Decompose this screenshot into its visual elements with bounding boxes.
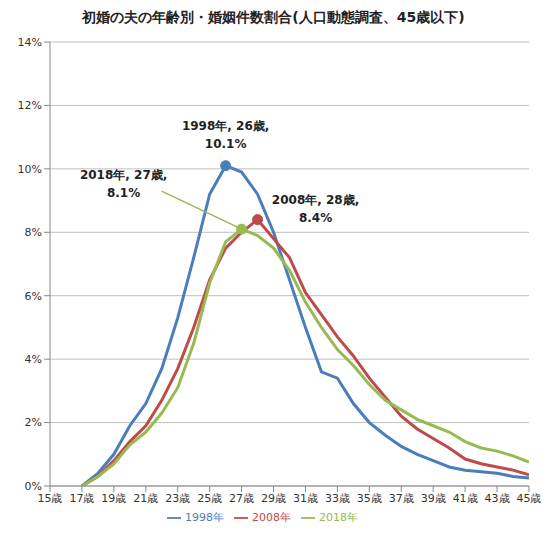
svg-text:6%: 6% [25, 290, 42, 303]
svg-text:1998年, 26歳,: 1998年, 26歳, [182, 119, 269, 133]
svg-text:33歳: 33歳 [325, 492, 350, 505]
svg-text:12%: 12% [18, 99, 42, 112]
svg-text:8.1%: 8.1% [107, 186, 140, 200]
html-text:初婚の夫の年齢別・婚姻件数割合(人口動態調査、45歳以下): 初婚の夫の年齢別・婚姻件数割合(人口動態調査、45歳以下) [82, 9, 465, 25]
html-text:1998年: 1998年 [185, 511, 224, 524]
html-text:2018年: 2018年 [319, 511, 358, 524]
svg-text:8%: 8% [25, 226, 42, 239]
svg-text:2018年, 27歳,: 2018年, 27歳, [80, 168, 167, 182]
svg-text:2%: 2% [25, 416, 42, 429]
svg-text:23歳: 23歳 [165, 492, 190, 505]
svg-text:10%: 10% [18, 163, 42, 176]
svg-text:35歳: 35歳 [357, 492, 382, 505]
svg-text:4%: 4% [25, 353, 42, 366]
svg-text:15歳: 15歳 [38, 492, 63, 505]
svg-text:8.4%: 8.4% [299, 211, 332, 225]
svg-text:27歳: 27歳 [229, 492, 254, 505]
svg-text:37歳: 37歳 [389, 492, 414, 505]
svg-text:43歳: 43歳 [485, 492, 510, 505]
svg-text:0%: 0% [25, 480, 42, 493]
html-text:2008年: 2008年 [252, 511, 291, 524]
svg-text:29歳: 29歳 [261, 492, 286, 505]
svg-text:19歳: 19歳 [101, 492, 126, 505]
svg-text:2008年, 28歳,: 2008年, 28歳, [272, 193, 359, 207]
svg-text:31歳: 31歳 [293, 492, 318, 505]
svg-text:39歳: 39歳 [421, 492, 446, 505]
svg-text:25歳: 25歳 [197, 492, 222, 505]
svg-text:45歳: 45歳 [517, 492, 542, 505]
svg-text:14%: 14% [18, 36, 42, 49]
svg-text:41歳: 41歳 [453, 492, 478, 505]
svg-text:21歳: 21歳 [133, 492, 158, 505]
svg-text:17歳: 17歳 [69, 492, 94, 505]
svg-text:10.1%: 10.1% [205, 137, 247, 151]
